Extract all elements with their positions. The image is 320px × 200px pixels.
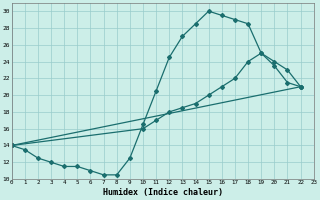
X-axis label: Humidex (Indice chaleur): Humidex (Indice chaleur) (103, 188, 223, 197)
